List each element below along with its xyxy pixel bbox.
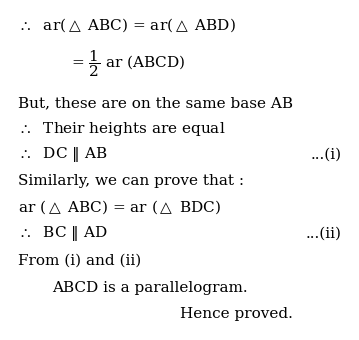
Text: $\therefore$  ar($\triangle$ ABC) = ar($\triangle$ ABD): $\therefore$ ar($\triangle$ ABC) = ar($\… bbox=[18, 16, 236, 34]
Text: ar ($\triangle$ ABC) = ar ($\triangle$ BDC): ar ($\triangle$ ABC) = ar ($\triangle$ B… bbox=[18, 199, 221, 216]
Text: = $\dfrac{1}{2}$ ar (ABCD): = $\dfrac{1}{2}$ ar (ABCD) bbox=[71, 49, 185, 79]
Text: ...(ii): ...(ii) bbox=[306, 227, 341, 241]
Text: But, these are on the same base AB: But, these are on the same base AB bbox=[18, 96, 293, 110]
Text: $\therefore$  DC $\|$ AB: $\therefore$ DC $\|$ AB bbox=[18, 145, 107, 164]
Text: ...(i): ...(i) bbox=[311, 147, 341, 162]
Text: $\therefore$  BC $\|$ AD: $\therefore$ BC $\|$ AD bbox=[18, 224, 107, 243]
Text: From (i) and (ii): From (i) and (ii) bbox=[18, 254, 141, 268]
Text: Hence proved.: Hence proved. bbox=[180, 307, 292, 321]
Text: $\therefore$  Their heights are equal: $\therefore$ Their heights are equal bbox=[18, 120, 225, 138]
Text: ABCD is a parallelogram.: ABCD is a parallelogram. bbox=[52, 280, 248, 294]
Text: Similarly, we can prove that :: Similarly, we can prove that : bbox=[18, 174, 244, 188]
